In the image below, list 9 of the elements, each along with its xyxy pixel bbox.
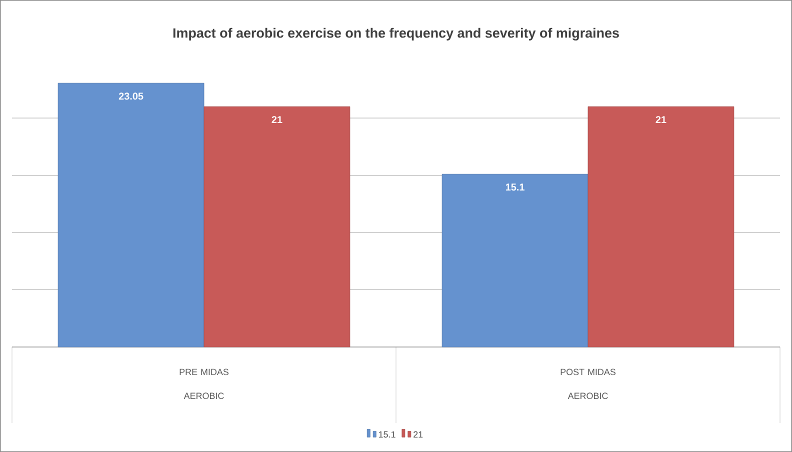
data-label: 21 — [272, 116, 282, 124]
legend-label: 15.1 — [378, 431, 396, 438]
category-label: POST MIDAS AEROBIC — [560, 368, 616, 400]
legend-label: 21 — [414, 431, 423, 438]
data-label: 21 — [656, 116, 666, 124]
data-label: 15.1 — [506, 184, 524, 191]
data-label: 23.05 — [118, 92, 144, 100]
chart-title: Impact of aerobic exercise on the frequency and severity of migraines — [173, 28, 619, 40]
category-label: PRE MIDAS AEROBIC — [180, 368, 229, 400]
